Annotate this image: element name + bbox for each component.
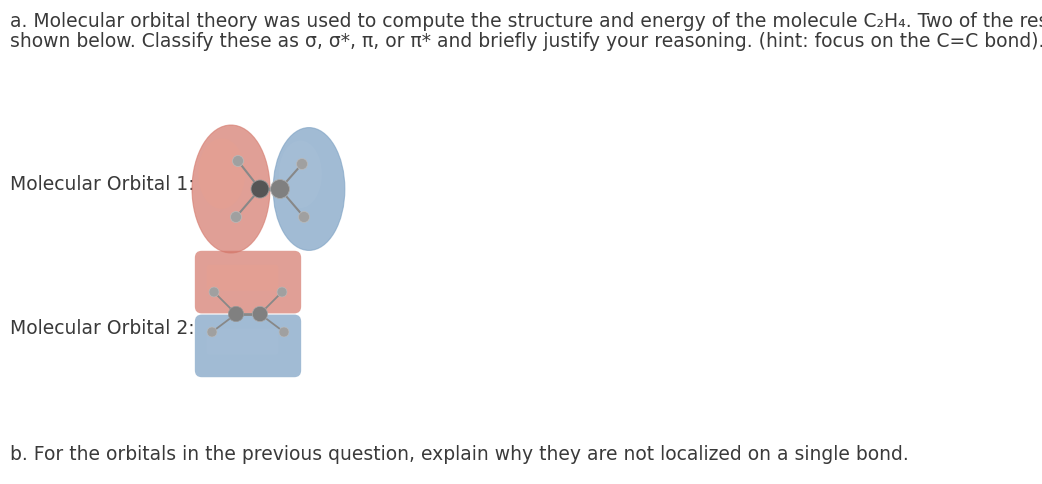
Circle shape: [209, 287, 219, 297]
Circle shape: [279, 327, 289, 337]
Circle shape: [207, 327, 217, 337]
Circle shape: [297, 158, 307, 169]
Ellipse shape: [192, 125, 270, 253]
Circle shape: [232, 155, 244, 166]
Circle shape: [252, 306, 268, 322]
FancyBboxPatch shape: [206, 265, 278, 291]
Text: Molecular Orbital 1:: Molecular Orbital 1:: [10, 175, 195, 194]
Circle shape: [277, 287, 287, 297]
Circle shape: [271, 180, 290, 198]
Ellipse shape: [198, 138, 245, 209]
FancyBboxPatch shape: [206, 329, 278, 355]
FancyBboxPatch shape: [195, 315, 301, 377]
Circle shape: [298, 212, 309, 223]
FancyBboxPatch shape: [195, 251, 301, 314]
Text: b. For the orbitals in the previous question, explain why they are not localized: b. For the orbitals in the previous ques…: [10, 445, 909, 464]
Circle shape: [228, 306, 244, 322]
Ellipse shape: [273, 128, 345, 250]
Text: shown below. Classify these as σ, σ*, π, or π* and briefly justify your reasonin: shown below. Classify these as σ, σ*, π,…: [10, 32, 1042, 51]
Circle shape: [230, 212, 242, 223]
Text: a. Molecular orbital theory was used to compute the structure and energy of the : a. Molecular orbital theory was used to …: [10, 12, 1042, 31]
Ellipse shape: [279, 140, 322, 208]
Circle shape: [251, 180, 269, 198]
Text: Molecular Orbital 2:: Molecular Orbital 2:: [10, 319, 195, 338]
